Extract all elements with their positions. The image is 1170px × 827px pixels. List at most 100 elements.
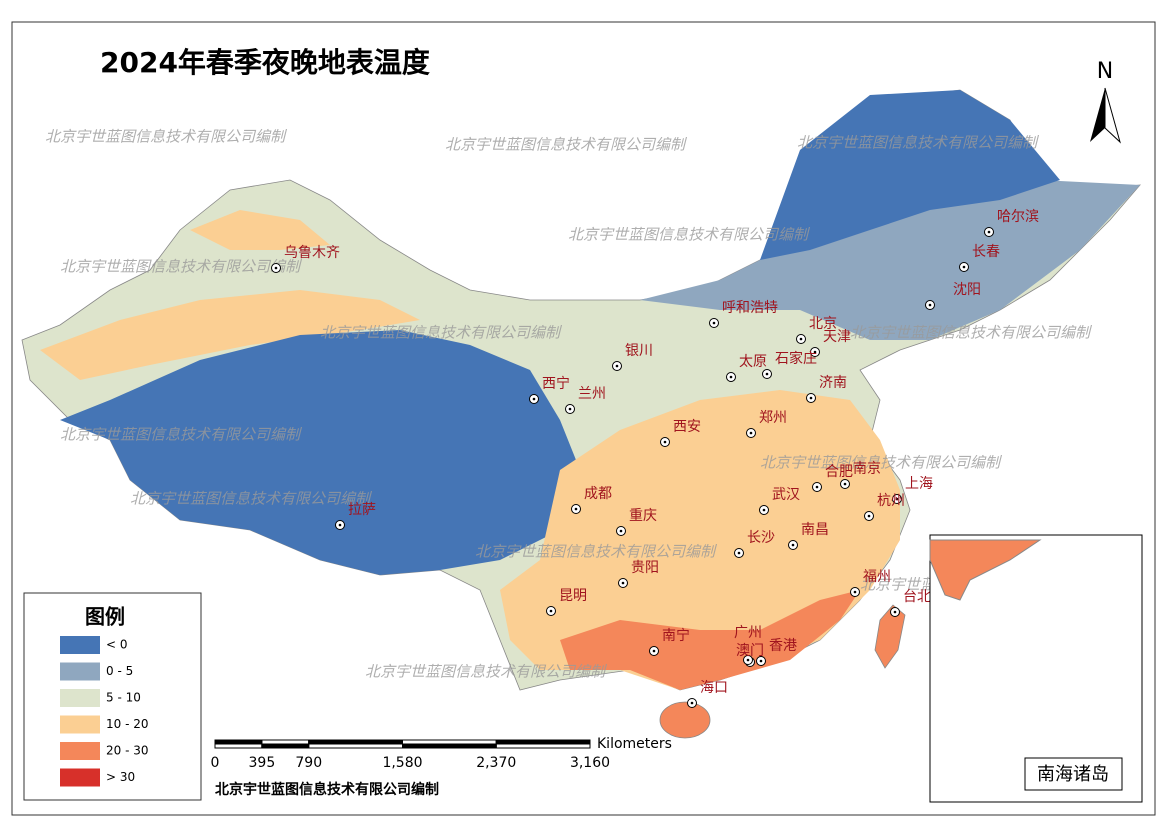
watermark: 北京宇世蓝图信息技术有限公司编制 xyxy=(760,454,1003,472)
city-label: 上海 xyxy=(905,476,933,492)
legend-swatch xyxy=(60,715,100,734)
scale-tick-label: 0 xyxy=(211,755,220,771)
legend-swatch xyxy=(60,768,100,787)
city-label: 长春 xyxy=(972,244,1000,260)
watermark: 北京宇世蓝图信息技术有限公司编制 xyxy=(365,663,608,681)
region-xinjiang-north xyxy=(190,210,330,250)
region-northeast xyxy=(640,180,1140,340)
scale-segment xyxy=(308,743,403,749)
city-dot-center xyxy=(568,407,572,411)
scale-segment xyxy=(214,743,263,749)
city-dot-center xyxy=(274,266,278,270)
legend-items: < 0 0 - 5 5 - 10 10 - 20 20 - 30 > 30 xyxy=(60,636,149,787)
scale-segment xyxy=(495,739,591,745)
watermark: 北京宇世蓝图信息技术有限公司编制 xyxy=(797,134,1040,152)
city-label: 北京 xyxy=(809,316,837,332)
legend-label: < 0 xyxy=(106,638,128,652)
city-label: 哈尔滨 xyxy=(997,209,1039,225)
legend: 图例 < 0 0 - 5 5 - 10 10 - 20 20 - 30 > 30 xyxy=(23,592,202,801)
scale-segment xyxy=(214,739,263,745)
scale-segment xyxy=(308,739,403,745)
city-dot-center xyxy=(749,431,753,435)
legend-swatch xyxy=(60,689,100,707)
city-label: 呼和浩特 xyxy=(722,300,778,316)
city-label: 南宁 xyxy=(662,627,690,644)
region-tibet xyxy=(60,330,580,575)
legend-label: > 30 xyxy=(106,770,135,784)
watermark: 北京宇世蓝图信息技术有限公司编制 xyxy=(850,324,1093,342)
scale-tick-label: 3,160 xyxy=(570,755,610,771)
scale-bar: Kilometers 0 395 790 1,580 2,370 3,160 xyxy=(211,736,672,771)
city-label: 南京 xyxy=(853,461,881,477)
legend-box xyxy=(23,592,202,801)
watermarks: 北京宇世蓝图信息技术有限公司编制 北京宇世蓝图信息技术有限公司编制 北京宇世蓝图信息… xyxy=(45,128,1103,681)
city-label: 重庆 xyxy=(629,508,657,524)
watermark: 北京宇世蓝图信息技术有限公司编制 xyxy=(445,136,688,154)
city-dot-center xyxy=(813,350,817,354)
scale-tick-label: 1,580 xyxy=(382,755,422,771)
city-dot-center xyxy=(815,485,819,489)
legend-label: 20 - 30 xyxy=(106,744,149,758)
city-label: 武汉 xyxy=(772,487,800,503)
scale-segment xyxy=(261,743,310,749)
region-xinjiang xyxy=(40,290,420,380)
region-south xyxy=(560,590,860,690)
city-dot-center xyxy=(532,397,536,401)
legend-title: 图例 xyxy=(85,605,125,629)
city-dot-center xyxy=(737,551,741,555)
city-label: 天津 xyxy=(823,329,851,345)
city-dot-center xyxy=(652,649,656,653)
city-dot-center xyxy=(619,529,623,533)
city-dot-center xyxy=(843,482,847,486)
legend-swatch xyxy=(60,662,100,681)
city-dot-center xyxy=(809,396,813,400)
china-map xyxy=(21,89,1141,739)
city-dot-center xyxy=(867,514,871,518)
city-label: 南昌 xyxy=(801,522,829,538)
city-label: 郑州 xyxy=(759,410,787,426)
city-dot-center xyxy=(574,507,578,511)
city-label: 西宁 xyxy=(542,375,570,392)
city-dot-center xyxy=(663,440,667,444)
scale-tick-label: 395 xyxy=(249,755,276,771)
city-dot-center xyxy=(895,497,899,501)
watermark: 北京宇世蓝图信息技术有限公司编制 xyxy=(130,490,373,508)
legend-label: 5 - 10 xyxy=(106,691,141,705)
taiwan xyxy=(874,604,906,669)
city-dot-center xyxy=(962,265,966,269)
city-dot-center xyxy=(759,659,763,663)
scale-tick-label: 2,370 xyxy=(476,755,516,771)
city-label: 合肥 xyxy=(825,464,853,480)
north-arrow: N xyxy=(1090,59,1121,144)
scale-unit: Kilometers xyxy=(597,736,672,752)
map-title: 2024年春季夜晚地表温度 xyxy=(100,46,430,79)
watermark: 北京宇世蓝图信息技术有限公司编制 xyxy=(568,226,811,244)
city-label: 福州 xyxy=(863,569,891,585)
watermark: 北京宇世蓝图信息技术有限公司编制 xyxy=(45,128,288,146)
city-dot-center xyxy=(791,543,795,547)
north-label: N xyxy=(1097,59,1113,84)
hainan xyxy=(659,701,711,739)
city-dot-center xyxy=(853,590,857,594)
inset: 南海诸岛 xyxy=(929,534,1143,803)
city-dot-center xyxy=(799,337,803,341)
watermark: 北京宇世蓝图信息技术有限公司编制 xyxy=(60,258,303,276)
city-label: 石家庄 xyxy=(775,350,817,367)
arrow-left xyxy=(1090,88,1105,142)
inset-coast xyxy=(929,539,1042,601)
scale-segment xyxy=(402,739,497,745)
credit: 北京宇世蓝图信息技术有限公司编制 xyxy=(215,781,439,798)
city-dot-center xyxy=(690,701,694,705)
city-dot-center xyxy=(729,375,733,379)
city-label: 银川 xyxy=(625,343,653,359)
watermark: 北京宇世蓝图信息技术有限公司编制 xyxy=(320,324,563,342)
city-dot-center xyxy=(928,303,932,307)
city-label: 西安 xyxy=(673,419,701,435)
city-dot-center xyxy=(762,508,766,512)
inset-label-box xyxy=(1024,757,1123,791)
city-dot-center xyxy=(615,364,619,368)
city-label: 海口 xyxy=(700,680,728,696)
legend-label: 10 - 20 xyxy=(106,717,149,731)
